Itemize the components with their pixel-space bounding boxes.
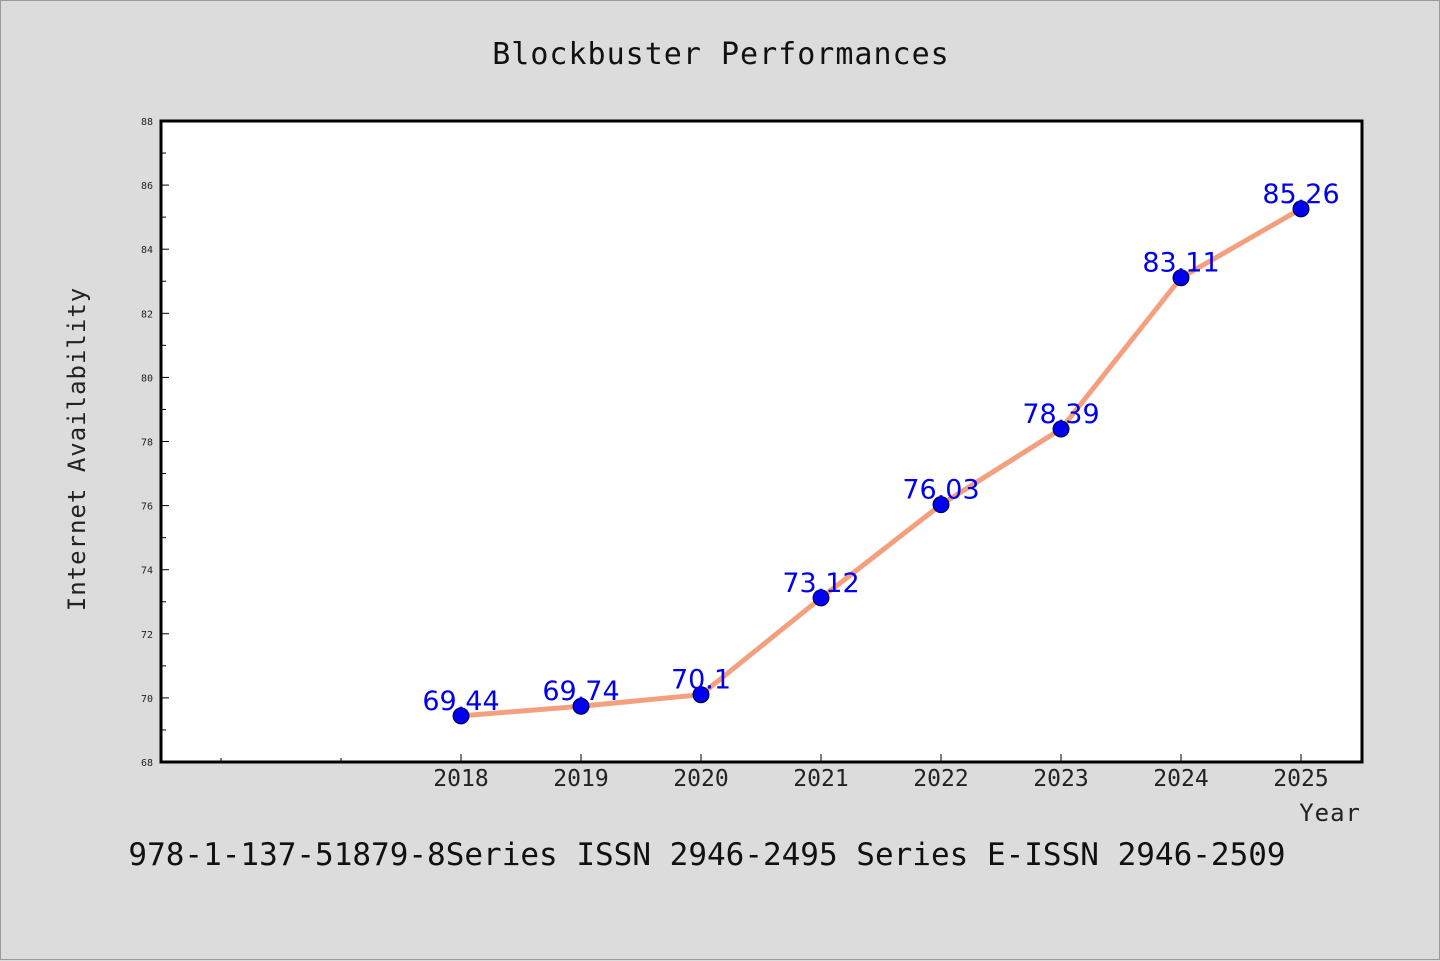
data-point [1052, 420, 1070, 438]
chart-title: Blockbuster Performances [492, 37, 949, 72]
data-label: 70.1 [671, 665, 731, 696]
y-tick-label: 74 [141, 566, 153, 577]
x-tick-label: 2024 [1153, 766, 1208, 792]
x-axis-label: Year [1299, 799, 1361, 827]
y-tick-label: 68 [141, 758, 153, 769]
data-point [572, 697, 590, 715]
data-point [692, 686, 710, 704]
x-tick-label: 2018 [433, 766, 488, 792]
y-tick-label: 80 [141, 373, 153, 384]
y-axis: 68 70 72 74 76 78 80 82 84 86 88 [141, 117, 169, 769]
x-tick-label: 2020 [673, 766, 728, 792]
x-tick-label: 2019 [553, 766, 608, 792]
y-tick-label: 88 [141, 117, 153, 128]
x-tick-label: 2025 [1273, 766, 1328, 792]
data-point [452, 707, 470, 725]
y-tick-label: 84 [141, 245, 153, 256]
data-point [1292, 200, 1310, 218]
y-tick-label: 82 [141, 309, 153, 320]
data-label: 76.03 [902, 475, 979, 506]
data-label: 73.12 [782, 568, 859, 599]
plot-area [159, 119, 1364, 764]
data-point [812, 589, 830, 607]
y-axis-label: Internet Availability [63, 287, 91, 611]
data-label: 83.11 [1142, 248, 1219, 279]
data-label: 85.26 [1262, 179, 1339, 210]
y-tick-label: 70 [141, 694, 153, 705]
y-tick-label: 78 [141, 438, 153, 449]
series-line [460, 206, 1303, 719]
series-group: 69.44 69.74 70.1 73.12 76.03 78.39 83.11 85.26 [422, 179, 1340, 725]
y-tick-label: 76 [141, 502, 153, 513]
footer-isbn-issn: 978-1-137-51879-8Series ISSN 2946-2495 S… [128, 837, 1285, 873]
x-tick-label: 2021 [793, 766, 848, 792]
x-tick-label: 2023 [1033, 766, 1088, 792]
data-label: 78.39 [1022, 399, 1099, 430]
x-tick-label: 2022 [913, 766, 968, 792]
y-tick-label: 86 [141, 181, 153, 192]
data-point [1172, 269, 1190, 287]
x-axis: 2018 2019 2020 2021 2022 2023 2024 2025 [220, 754, 1329, 792]
data-label: 69.74 [542, 676, 619, 707]
data-label: 69.44 [422, 686, 499, 717]
data-point [932, 496, 950, 514]
y-tick-label: 72 [141, 630, 153, 641]
